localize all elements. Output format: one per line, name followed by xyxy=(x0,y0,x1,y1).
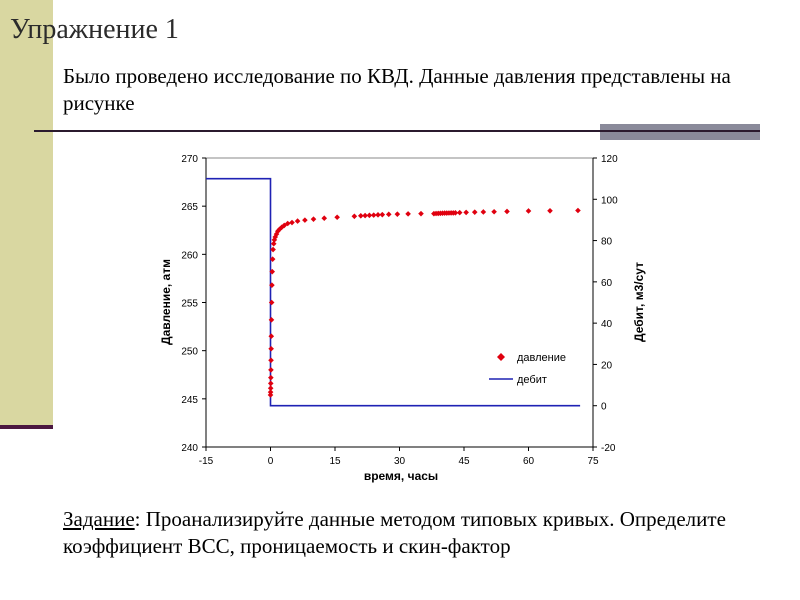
x-tick-label: 60 xyxy=(523,456,535,467)
pressure-point xyxy=(284,220,291,227)
pressure-point xyxy=(281,222,288,229)
pressure-point xyxy=(268,333,275,340)
pressure-point xyxy=(394,211,401,217)
y-tick-label: 250 xyxy=(181,347,198,358)
pressure-point xyxy=(269,256,276,262)
y2-tick-label: -20 xyxy=(601,443,616,454)
y2-tick-label: 80 xyxy=(601,237,613,248)
pressure-point xyxy=(267,380,274,387)
pressure-point xyxy=(547,207,553,214)
pressure-point xyxy=(269,268,276,275)
y-tick-label: 265 xyxy=(181,202,198,213)
pressure-point xyxy=(268,345,274,352)
y2-tick-label: 100 xyxy=(601,195,618,206)
pressure-point xyxy=(463,209,469,216)
x-tick-label: 45 xyxy=(458,456,470,467)
pressure-buildup-chart: 240 245 250 255 260 265 270 -20 0 20 40 60 80 100 120 -… xyxy=(159,154,646,483)
y2-tick-label: 60 xyxy=(601,278,613,289)
y2-axis-label: Дебит, м3/сут xyxy=(632,262,646,342)
pressure-point xyxy=(334,214,340,221)
legend-rate-label: дебит xyxy=(517,374,547,386)
x-tick-label: 0 xyxy=(268,456,274,467)
pressure-point xyxy=(268,367,274,373)
x-tick-label: -15 xyxy=(199,456,214,467)
accent-sidebar xyxy=(0,0,53,428)
pressure-point xyxy=(267,385,274,392)
task-body: : Проанализируйте данные методом типовых… xyxy=(63,507,726,558)
x-axis-label: время, часы xyxy=(364,469,438,483)
chart-marks xyxy=(206,177,581,407)
pressure-point xyxy=(351,213,358,220)
pressure-point xyxy=(504,208,510,215)
y-tick-label: 240 xyxy=(181,443,198,454)
pressure-point xyxy=(471,209,478,215)
rate-line xyxy=(206,177,581,407)
pressure-point xyxy=(480,209,487,215)
pressure-point xyxy=(269,282,275,288)
pressure-point xyxy=(418,210,424,217)
pressure-point xyxy=(302,217,308,223)
x-tick-label: 15 xyxy=(329,456,341,467)
pressure-point xyxy=(385,211,392,218)
pressure-point xyxy=(268,357,274,364)
y-axis-label: Давление, атм xyxy=(159,259,173,345)
y-tick-label: 270 xyxy=(181,154,198,165)
x-tick-label: 30 xyxy=(394,456,406,467)
legend-pressure-label: давление xyxy=(517,352,566,364)
chart-axes: 240 245 250 255 260 265 270 -20 0 20 40 60 80 100 120 -… xyxy=(181,154,618,467)
pressure-point xyxy=(379,211,386,218)
pressure-point xyxy=(375,212,381,218)
x-tick-label: 75 xyxy=(587,456,599,467)
plot-frame xyxy=(205,157,594,448)
y2-tick-label: 0 xyxy=(601,402,607,413)
legend-pressure-marker xyxy=(497,353,505,361)
pressure-point xyxy=(289,219,295,226)
sidebar-divider xyxy=(0,425,53,429)
pressure-point xyxy=(321,215,328,222)
pressure-point xyxy=(491,208,497,215)
pressure-point xyxy=(370,212,377,218)
task-label: Задание xyxy=(63,507,135,531)
pressure-point xyxy=(310,216,317,222)
pressure-point xyxy=(267,389,274,395)
y-tick-label: 255 xyxy=(181,299,198,310)
pressure-point xyxy=(294,218,301,224)
pressure-point xyxy=(268,374,274,381)
pressure-point xyxy=(366,212,373,219)
pressure-point xyxy=(267,392,274,398)
y2-tick-label: 120 xyxy=(601,154,618,165)
task-text: Задание: Проанализируйте данные методом … xyxy=(63,506,793,560)
y-tick-label: 245 xyxy=(181,395,198,406)
pressure-point xyxy=(362,212,368,219)
chart-container: 240 245 250 255 260 265 270 -20 0 20 40 60 80 100 120 -… xyxy=(151,147,651,489)
pressure-point xyxy=(456,209,463,216)
rule-accent-block xyxy=(600,124,760,140)
pressure-point xyxy=(575,207,581,214)
pressure-point xyxy=(525,208,532,214)
y-tick-label: 260 xyxy=(181,250,198,261)
intro-text: Было проведено исследование по КВД. Данн… xyxy=(63,64,731,115)
y2-tick-label: 40 xyxy=(601,319,613,330)
slide-title: Упражнение 1 xyxy=(10,14,179,45)
pressure-point xyxy=(268,317,275,323)
pressure-point xyxy=(405,211,411,217)
y2-tick-label: 20 xyxy=(601,360,613,371)
pressure-point xyxy=(358,213,364,219)
title-rule xyxy=(34,130,760,132)
chart-legend: давление дебит xyxy=(489,352,566,386)
